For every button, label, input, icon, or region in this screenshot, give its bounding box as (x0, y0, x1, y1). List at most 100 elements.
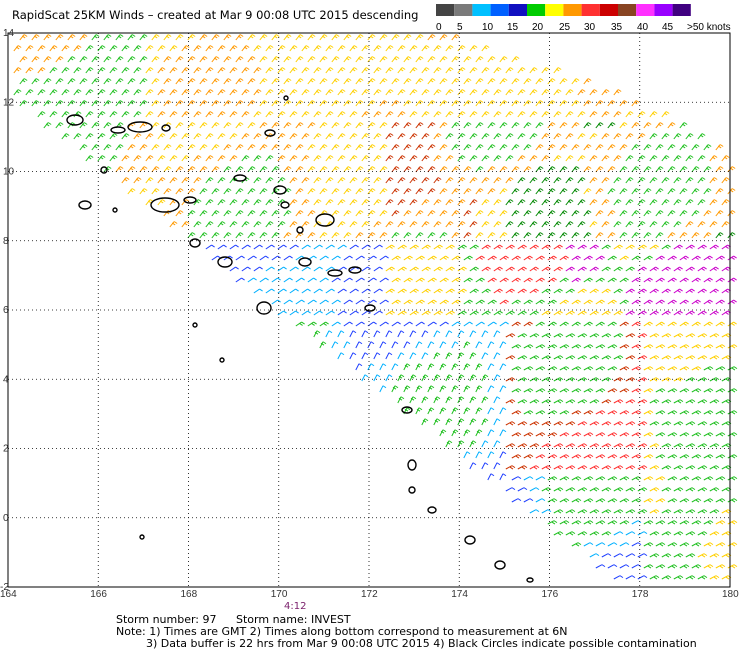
wind-barb (373, 199, 382, 206)
wind-barb (175, 144, 184, 151)
wind-barb (691, 232, 700, 239)
wind-barb (619, 144, 628, 151)
wind-barb (373, 133, 382, 140)
wind-barb (397, 177, 406, 184)
wind-barb (553, 399, 564, 404)
wind-barb (649, 333, 660, 338)
wind-barb (235, 277, 245, 283)
wind-barb (493, 352, 501, 360)
wind-barb (223, 34, 232, 41)
wind-barb (469, 288, 479, 294)
wind-barb (607, 542, 618, 547)
wind-barb (571, 122, 580, 129)
wind-barb (685, 531, 696, 536)
wind-barb (307, 78, 316, 85)
wind-barb (241, 155, 250, 162)
wind-barb (523, 166, 532, 173)
wind-barb (301, 266, 311, 272)
wind-barb (331, 188, 340, 195)
wind-barb (397, 89, 406, 96)
wind-barb (415, 210, 424, 217)
wind-barb (481, 310, 491, 316)
wind-barb (595, 122, 604, 129)
wind-barb (85, 89, 94, 96)
wind-barb (661, 155, 670, 162)
wind-barb (505, 67, 514, 74)
island-outline (364, 304, 376, 312)
wind-barb (229, 67, 238, 74)
wind-barb (565, 89, 574, 96)
wind-barb (295, 277, 305, 283)
wind-barb (649, 133, 658, 140)
wind-barb (139, 166, 148, 173)
wind-barb (31, 100, 40, 107)
wind-barb (691, 388, 702, 393)
wind-barb (535, 432, 546, 437)
wind-barb (481, 374, 489, 382)
wind-barb (277, 155, 286, 162)
wind-barb (391, 34, 400, 41)
wind-barb (427, 299, 437, 305)
wind-barb (229, 45, 238, 52)
wind-barb (145, 89, 154, 96)
wind-barb (445, 221, 454, 228)
wind-barb (679, 520, 690, 525)
wind-barb (571, 321, 581, 327)
wind-barb (457, 111, 466, 118)
wind-barb (217, 111, 226, 118)
wind-barb (427, 407, 435, 415)
wind-barb (127, 188, 136, 195)
wind-barb (241, 133, 250, 140)
wind-barb (505, 288, 515, 294)
wind-barb (427, 210, 436, 217)
wind-barb (571, 210, 580, 217)
wind-barb (301, 67, 310, 74)
wind-barb (439, 122, 448, 129)
legend-swatch (563, 4, 582, 16)
longitude-tick-label: 174 (451, 589, 468, 600)
wind-barb (553, 155, 562, 162)
wind-barb (727, 232, 736, 239)
wind-barb (427, 122, 436, 129)
wind-barb (625, 199, 634, 206)
wind-barb (361, 266, 371, 272)
wind-barb (529, 89, 538, 96)
wind-barb (469, 462, 477, 470)
wind-barb (175, 56, 184, 63)
wind-barb (709, 487, 720, 492)
wind-barb (709, 310, 719, 316)
wind-barb (355, 56, 364, 63)
wind-barb (379, 385, 387, 393)
wind-barb (541, 67, 550, 74)
wind-barb (631, 255, 641, 261)
wind-barb (655, 255, 665, 261)
wind-barb (487, 407, 495, 415)
wind-barb (571, 299, 581, 305)
wind-barb (523, 410, 534, 415)
wind-barb (481, 418, 489, 426)
wind-barb (415, 299, 425, 305)
wind-barb (559, 188, 568, 195)
wind-barb (349, 199, 358, 206)
wind-barb (487, 122, 496, 129)
wind-barb (541, 487, 552, 492)
wind-barb (667, 564, 678, 569)
wind-barb (679, 210, 688, 217)
wind-barb (541, 310, 551, 316)
wind-barb (451, 429, 459, 437)
wind-barb (211, 166, 220, 173)
wind-barb (595, 232, 604, 239)
wind-barb (673, 288, 683, 294)
wind-barb (289, 199, 298, 206)
wind-barb (571, 454, 582, 459)
wind-barb (559, 144, 568, 151)
wind-barb (343, 100, 352, 107)
wind-barb (691, 255, 701, 261)
wind-barb (313, 199, 322, 206)
wind-barb (505, 155, 514, 162)
wind-barb (427, 363, 435, 371)
wind-barb (667, 344, 678, 349)
wind-barb (103, 144, 112, 151)
wind-barb (217, 177, 226, 184)
wind-barb (577, 133, 586, 140)
